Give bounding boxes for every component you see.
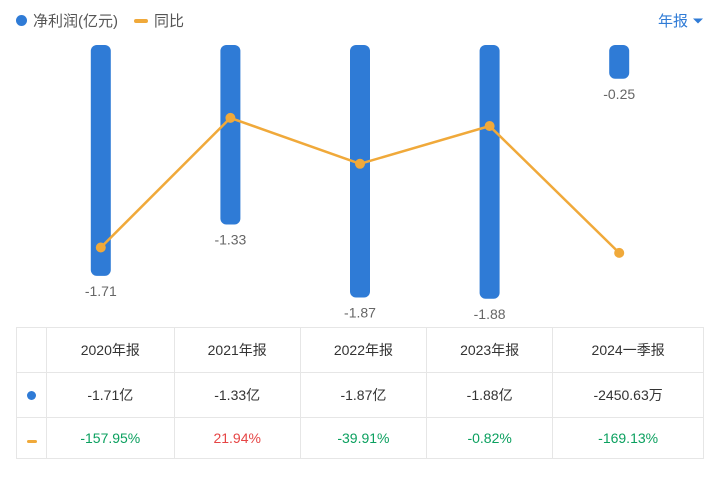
line-marker — [485, 121, 495, 131]
circle-icon — [27, 391, 36, 400]
row-mark-cell — [17, 418, 47, 459]
line-marker — [96, 243, 106, 253]
table-row: -157.95%21.94%-39.91%-0.82%-169.13% — [17, 418, 704, 459]
chart-svg: -1.71 -1.33 -1.87 -1.88 -0.25 — [16, 39, 704, 319]
table-header: 2022年报 — [300, 328, 426, 373]
table-cell: 21.94% — [174, 418, 300, 459]
legend-bar-label: 净利润(亿元) — [33, 10, 118, 31]
legend-row: 净利润(亿元) 同比 年报 — [16, 10, 704, 31]
legend-left: 净利润(亿元) 同比 — [16, 10, 184, 31]
table-header: 2020年报 — [47, 328, 175, 373]
period-dropdown[interactable]: 年报 — [658, 10, 704, 31]
legend-item-bar: 净利润(亿元) — [16, 10, 118, 31]
line-marker — [225, 113, 235, 123]
table-cell: -1.87亿 — [300, 373, 426, 418]
bar-value-label: -1.71 — [85, 283, 117, 299]
bar — [220, 45, 240, 225]
bar-value-label: -0.25 — [603, 86, 635, 102]
bar-value-label: -1.87 — [344, 304, 376, 319]
line-swatch — [134, 19, 148, 23]
line-marker — [355, 159, 365, 169]
chevron-down-icon — [692, 15, 704, 27]
legend-line-label: 同比 — [154, 10, 184, 31]
table-header: 2023年报 — [427, 328, 553, 373]
table-cell: -0.82% — [427, 418, 553, 459]
dropdown-label: 年报 — [658, 10, 688, 31]
table-row: -1.71亿-1.33亿-1.87亿-1.88亿-2450.63万 — [17, 373, 704, 418]
table-header-row: 2020年报2021年报2022年报2023年报2024一季报 — [17, 328, 704, 373]
table-header-mark — [17, 328, 47, 373]
bar-value-label: -1.33 — [214, 232, 246, 248]
table-cell: -157.95% — [47, 418, 175, 459]
table-header: 2021年报 — [174, 328, 300, 373]
table-cell: -169.13% — [553, 418, 704, 459]
row-mark-cell — [17, 373, 47, 418]
table-cell: -1.33亿 — [174, 373, 300, 418]
bar-swatch — [16, 15, 27, 26]
table-header: 2024一季报 — [553, 328, 704, 373]
table-cell: -1.88亿 — [427, 373, 553, 418]
table-cell: -1.71亿 — [47, 373, 175, 418]
table-cell: -2450.63万 — [553, 373, 704, 418]
table-cell: -39.91% — [300, 418, 426, 459]
bar — [609, 45, 629, 79]
bar — [480, 45, 500, 299]
data-table: 2020年报2021年报2022年报2023年报2024一季报 -1.71亿-1… — [16, 327, 704, 459]
bar — [350, 45, 370, 297]
dash-icon — [27, 440, 37, 443]
bar-value-label: -1.88 — [474, 306, 506, 319]
legend-item-line: 同比 — [134, 10, 184, 31]
chart-area: -1.71 -1.33 -1.87 -1.88 -0.25 — [16, 39, 704, 319]
line-marker — [614, 248, 624, 258]
